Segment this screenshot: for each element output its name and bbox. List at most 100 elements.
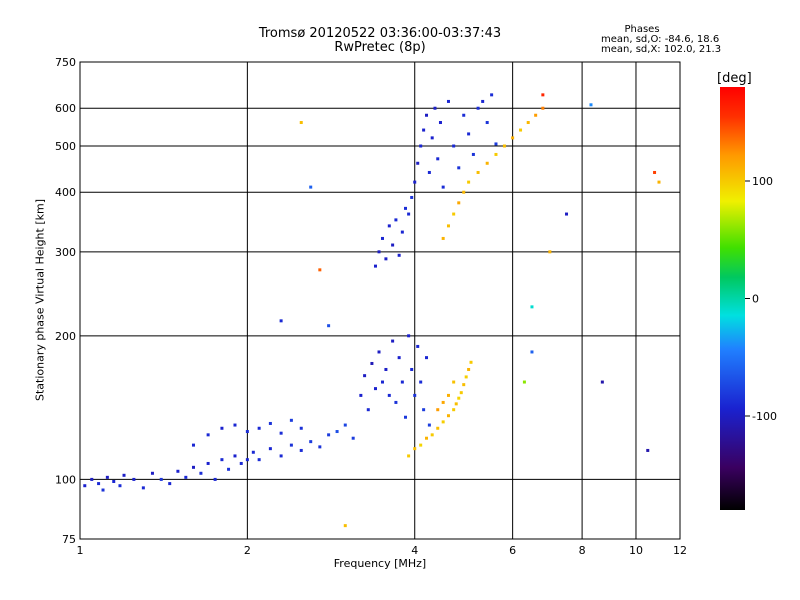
data-point — [279, 454, 283, 458]
stats-heading: Phases — [624, 24, 660, 35]
data-point — [436, 157, 440, 161]
y-tick-label: 500 — [55, 140, 76, 153]
data-point — [419, 144, 423, 148]
data-point — [446, 99, 450, 103]
data-point — [327, 433, 331, 437]
data-point — [457, 396, 461, 400]
data-point — [433, 106, 437, 110]
data-point — [425, 356, 429, 360]
x-tick-label: 12 — [673, 544, 687, 557]
data-point — [373, 264, 377, 268]
y-tick-label: 600 — [55, 102, 76, 115]
colorbar-tick-label: 0 — [752, 293, 759, 306]
data-point — [446, 414, 450, 418]
data-point — [299, 121, 303, 125]
data-point — [530, 350, 534, 354]
data-point — [541, 93, 545, 97]
data-point — [485, 161, 489, 165]
colorbar-tick-label: -100 — [752, 410, 777, 423]
data-point — [377, 350, 381, 354]
colorbar-label: [deg] — [717, 71, 752, 86]
data-point — [471, 152, 475, 156]
data-point — [245, 430, 249, 434]
data-point — [387, 393, 391, 397]
data-point — [502, 144, 506, 148]
data-point — [462, 383, 466, 387]
x-tick-label: 8 — [579, 544, 586, 557]
data-point — [522, 380, 526, 384]
y-tick-label: 300 — [55, 246, 76, 259]
data-point — [490, 93, 494, 97]
data-point — [422, 408, 426, 412]
data-point — [343, 524, 347, 528]
data-point — [404, 415, 408, 419]
data-point — [394, 218, 398, 222]
data-point — [467, 367, 471, 371]
data-point — [289, 443, 293, 447]
data-point — [176, 469, 180, 473]
data-point — [462, 190, 466, 194]
data-point — [459, 391, 463, 395]
data-point — [407, 212, 411, 216]
data-point — [363, 374, 367, 378]
data-point — [394, 400, 398, 404]
data-point — [427, 423, 431, 427]
x-tick-label: 2 — [244, 544, 251, 557]
data-point — [351, 436, 355, 440]
data-point — [416, 344, 420, 348]
y-tick-label: 400 — [55, 186, 76, 199]
data-point — [191, 443, 195, 447]
data-point — [268, 421, 272, 425]
data-point — [404, 206, 408, 210]
data-point — [425, 436, 429, 440]
data-point — [454, 402, 458, 406]
data-point — [452, 408, 456, 412]
data-point — [289, 418, 293, 422]
data-point — [257, 426, 261, 430]
data-point — [548, 250, 552, 254]
data-point — [413, 180, 417, 184]
data-point — [427, 170, 431, 174]
data-point — [541, 106, 545, 110]
data-point — [494, 152, 498, 156]
data-point — [565, 212, 569, 216]
x-tick-label: 6 — [509, 544, 516, 557]
data-point — [430, 136, 434, 140]
data-point — [257, 458, 261, 462]
data-point — [419, 380, 423, 384]
data-point — [407, 454, 411, 458]
data-point — [438, 121, 442, 125]
x-tick-labels: 1 2 4 6 8 10 12 — [77, 544, 688, 557]
data-point — [494, 142, 498, 146]
data-point — [299, 426, 303, 430]
data-point — [519, 128, 523, 132]
x-tick-label: 1 — [77, 544, 84, 557]
data-point — [407, 334, 411, 338]
data-point — [425, 113, 429, 117]
data-point — [220, 426, 224, 430]
x-tick-label: 10 — [629, 544, 643, 557]
data-point — [279, 319, 283, 323]
data-point — [206, 461, 210, 465]
data-point — [227, 467, 231, 471]
data-point — [384, 367, 388, 371]
data-point — [380, 236, 384, 240]
data-point — [462, 113, 466, 117]
data-point — [646, 448, 650, 452]
data-point — [464, 375, 468, 379]
data-point — [485, 121, 489, 125]
data-point — [184, 475, 188, 479]
data-point — [299, 448, 303, 452]
data-point — [530, 305, 534, 309]
data-point — [309, 440, 313, 444]
data-point — [168, 482, 172, 486]
data-point — [239, 461, 243, 465]
data-point — [387, 224, 391, 228]
data-point — [233, 454, 237, 458]
data-point — [430, 433, 434, 437]
y-tick-labels: 75 100 200 300 400 500 600 750 — [55, 56, 76, 546]
data-point — [511, 136, 515, 140]
data-point — [132, 477, 136, 481]
data-point — [318, 268, 322, 272]
data-point — [359, 393, 363, 397]
